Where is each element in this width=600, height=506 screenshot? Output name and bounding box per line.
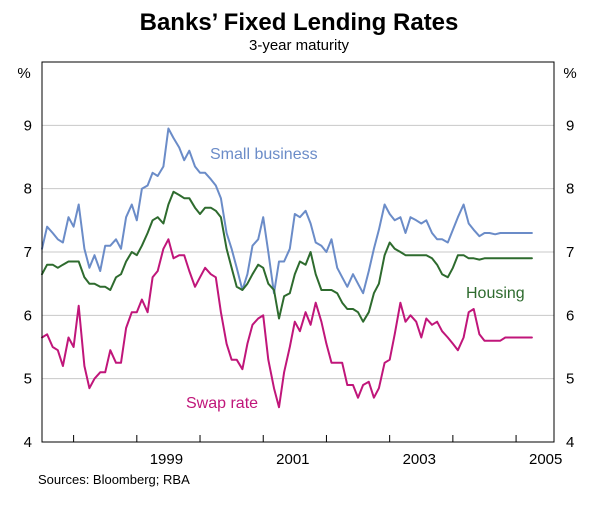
series-line-swap-rate (41, 238, 533, 409)
y-tick-right-5: 5 (566, 371, 574, 388)
y-tick-left-6: 6 (24, 307, 32, 324)
y-axis-unit-left: % (17, 65, 30, 82)
y-tick-left-4: 4 (24, 434, 32, 451)
y-axis-ticks: 4 4 5 5 6 6 7 7 8 8 9 9 (24, 117, 575, 451)
series-line-housing (41, 190, 533, 323)
chart-subtitle: 3-year maturity (249, 37, 350, 54)
x-tick-label-2005: 2005 (529, 451, 562, 468)
y-tick-right-4: 4 (566, 434, 574, 451)
y-tick-right-7: 7 (566, 244, 574, 261)
y-tick-left-9: 9 (24, 117, 32, 134)
y-tick-left-5: 5 (24, 371, 32, 388)
y-tick-right-8: 8 (566, 181, 574, 198)
y-axis-unit-right: % (563, 65, 576, 82)
plot-frame (41, 61, 555, 443)
series-lines (41, 127, 533, 409)
x-tick-label-2001: 2001 (276, 451, 309, 468)
y-tick-right-9: 9 (566, 117, 574, 134)
annotation-small-business: Small business (210, 146, 318, 163)
x-axis-ticks: 1999 2001 2003 2005 (73, 435, 562, 468)
source-note: Sources: Bloomberg; RBA (38, 472, 190, 487)
y-tick-right-6: 6 (566, 307, 574, 324)
x-tick-label-2003: 2003 (403, 451, 436, 468)
x-tick-label-1999: 1999 (150, 451, 183, 468)
annotation-swap-rate: Swap rate (186, 395, 258, 412)
gridlines (42, 124, 554, 380)
y-tick-left-7: 7 (24, 244, 32, 261)
annotation-housing: Housing (466, 285, 525, 302)
y-tick-left-8: 8 (24, 181, 32, 198)
chart-title: Banks’ Fixed Lending Rates (140, 9, 459, 36)
series-line-small-business (41, 127, 533, 295)
